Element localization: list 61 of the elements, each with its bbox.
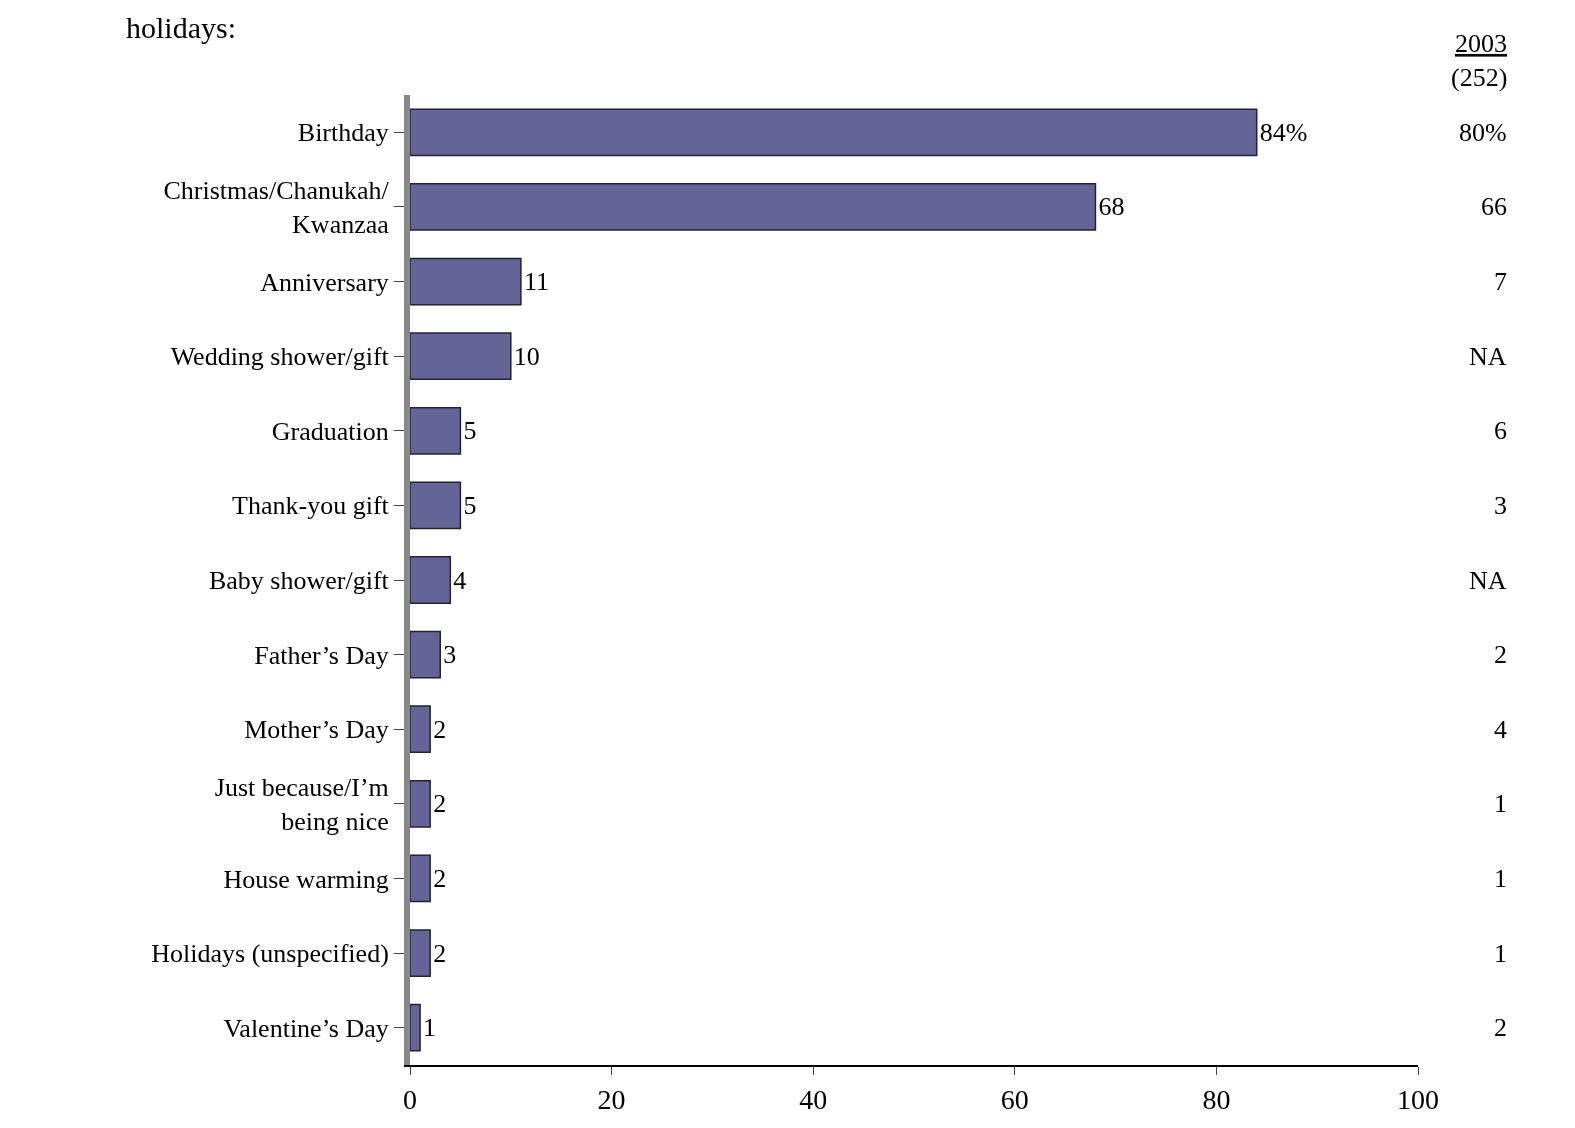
- data-label: 2: [433, 863, 447, 893]
- bar: [410, 332, 512, 381]
- bar: [410, 257, 522, 306]
- bar: [410, 481, 462, 530]
- x-tick-label: 40: [799, 1083, 828, 1115]
- data-label: 68: [1098, 192, 1125, 222]
- y-tick-label: Mother’s Day: [244, 715, 389, 745]
- text: 80%: [1459, 118, 1507, 147]
- text: 66: [1481, 192, 1507, 221]
- text: 3: [1494, 491, 1507, 520]
- y-tick-label: Graduation: [271, 416, 389, 446]
- data-label: 10: [513, 341, 540, 371]
- bar: [410, 1003, 421, 1052]
- y-tick-label: Holidays (unspecified): [151, 939, 389, 969]
- bar: [410, 183, 1097, 231]
- y-tick-label: Birthday: [297, 118, 389, 148]
- bar: [410, 854, 431, 903]
- y-tick-label: Just because/I’m being nice: [214, 773, 389, 836]
- data-label: 11: [523, 267, 549, 297]
- x-tick-label: 100: [1397, 1083, 1439, 1115]
- text: NA: [1469, 342, 1507, 371]
- data-label: 2: [433, 714, 447, 744]
- data-label: 2: [433, 789, 447, 819]
- data-label: 1: [423, 1013, 437, 1043]
- bar: [410, 108, 1258, 157]
- bar: [410, 705, 431, 754]
- text: 1: [1494, 789, 1507, 818]
- text: NA: [1469, 566, 1507, 595]
- text: 6: [1494, 416, 1507, 445]
- text: 1: [1494, 864, 1507, 893]
- bar: [410, 406, 462, 455]
- y-tick-label: Father’s Day: [254, 640, 389, 670]
- y-tick-label: House warming: [223, 864, 389, 894]
- y-tick-label: Baby shower/gift: [208, 566, 390, 596]
- y-tick-label: Wedding shower/gift: [170, 342, 390, 372]
- bar: [410, 630, 441, 679]
- bar: [410, 929, 431, 977]
- x-tick-label: 0: [403, 1083, 417, 1115]
- text: 7: [1494, 267, 1507, 296]
- data-label: 3: [443, 640, 457, 670]
- x-tick-label: 20: [597, 1083, 626, 1115]
- text: (252): [1451, 63, 1508, 92]
- text: 2: [1494, 1013, 1507, 1042]
- x-tick-label: 60: [1000, 1083, 1029, 1115]
- y-tick-label: Christmas/Chanukah/ Kwanzaa: [163, 176, 390, 239]
- text: 1: [1494, 939, 1507, 968]
- data-label: 4: [453, 565, 467, 595]
- data-label: 84%: [1259, 117, 1308, 147]
- data-label: 5: [463, 490, 477, 520]
- bar: [410, 779, 431, 828]
- y-tick-label: Anniversary: [260, 267, 389, 297]
- y-tick-label: Thank-you gift: [232, 491, 390, 521]
- chart-title: holidays:: [126, 10, 236, 44]
- x-tick-label: 80: [1202, 1083, 1231, 1115]
- data-label: 2: [433, 938, 447, 968]
- y-tick-label: Valentine’s Day: [223, 1013, 389, 1043]
- text: 2: [1494, 640, 1507, 669]
- text: 4: [1494, 715, 1507, 744]
- bar: [410, 556, 452, 604]
- data-label: 5: [463, 416, 477, 446]
- text: 2003: [1455, 29, 1507, 58]
